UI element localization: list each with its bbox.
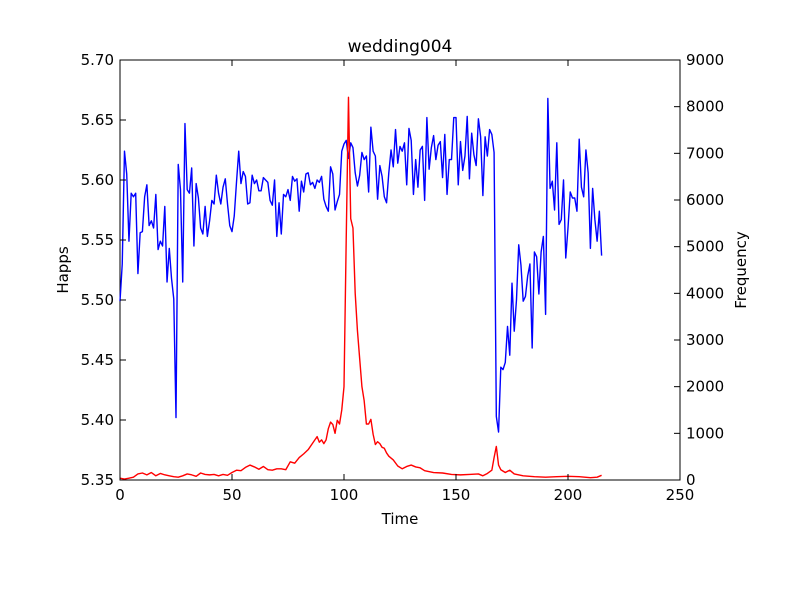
y-right-tick-label: 7000 bbox=[686, 144, 724, 162]
y-left-tick-label: 5.35 bbox=[81, 471, 114, 489]
y-right-tick-label: 5000 bbox=[686, 238, 724, 256]
y-left-tick-label: 5.70 bbox=[81, 51, 114, 69]
x-axis: 0 50 100 150 200 250 bbox=[115, 60, 694, 504]
x-tick-label: 250 bbox=[666, 486, 695, 504]
y-right-tick-label: 2000 bbox=[686, 378, 724, 396]
plot-area: 0 50 100 150 200 250 5.35 5.40 5.45 5.50 5.55 5.60… bbox=[81, 51, 725, 504]
y-axis-right: 0 1000 2000 3000 4000 5000 6000 7000 8000 9000 bbox=[674, 51, 724, 489]
y-right-tick-label: 3000 bbox=[686, 331, 724, 349]
happs-series-line bbox=[119, 97, 603, 433]
y-axis-left-label: Happs bbox=[54, 246, 72, 294]
y-left-tick-label: 5.55 bbox=[81, 231, 114, 249]
x-tick-label: 0 bbox=[115, 486, 125, 504]
y-left-tick-label: 5.60 bbox=[81, 171, 114, 189]
frequency-series-line bbox=[119, 96, 602, 480]
x-tick-label: 150 bbox=[442, 486, 471, 504]
x-axis-label: Time bbox=[381, 510, 419, 528]
chart-title: wedding004 bbox=[348, 37, 453, 57]
y-left-tick-label: 5.65 bbox=[81, 111, 114, 129]
plot-frame bbox=[119, 59, 681, 481]
y-right-tick-label: 4000 bbox=[686, 284, 724, 302]
x-tick-label: 100 bbox=[330, 486, 359, 504]
y-right-tick-label: 9000 bbox=[686, 51, 724, 69]
y-axis-left: 5.35 5.40 5.45 5.50 5.55 5.60 5.65 5.70 bbox=[81, 51, 126, 489]
y-right-tick-label: 1000 bbox=[686, 424, 724, 442]
x-tick-label: 50 bbox=[222, 486, 241, 504]
y-right-tick-label: 0 bbox=[686, 471, 696, 489]
x-tick-label: 200 bbox=[554, 486, 583, 504]
y-left-tick-label: 5.45 bbox=[81, 351, 114, 369]
y-axis-right-label: Frequency bbox=[732, 231, 750, 309]
y-left-tick-label: 5.50 bbox=[81, 291, 114, 309]
series-layer bbox=[119, 96, 603, 480]
y-left-tick-label: 5.40 bbox=[81, 411, 114, 429]
y-right-tick-label: 6000 bbox=[686, 191, 724, 209]
y-right-tick-label: 8000 bbox=[686, 98, 724, 116]
